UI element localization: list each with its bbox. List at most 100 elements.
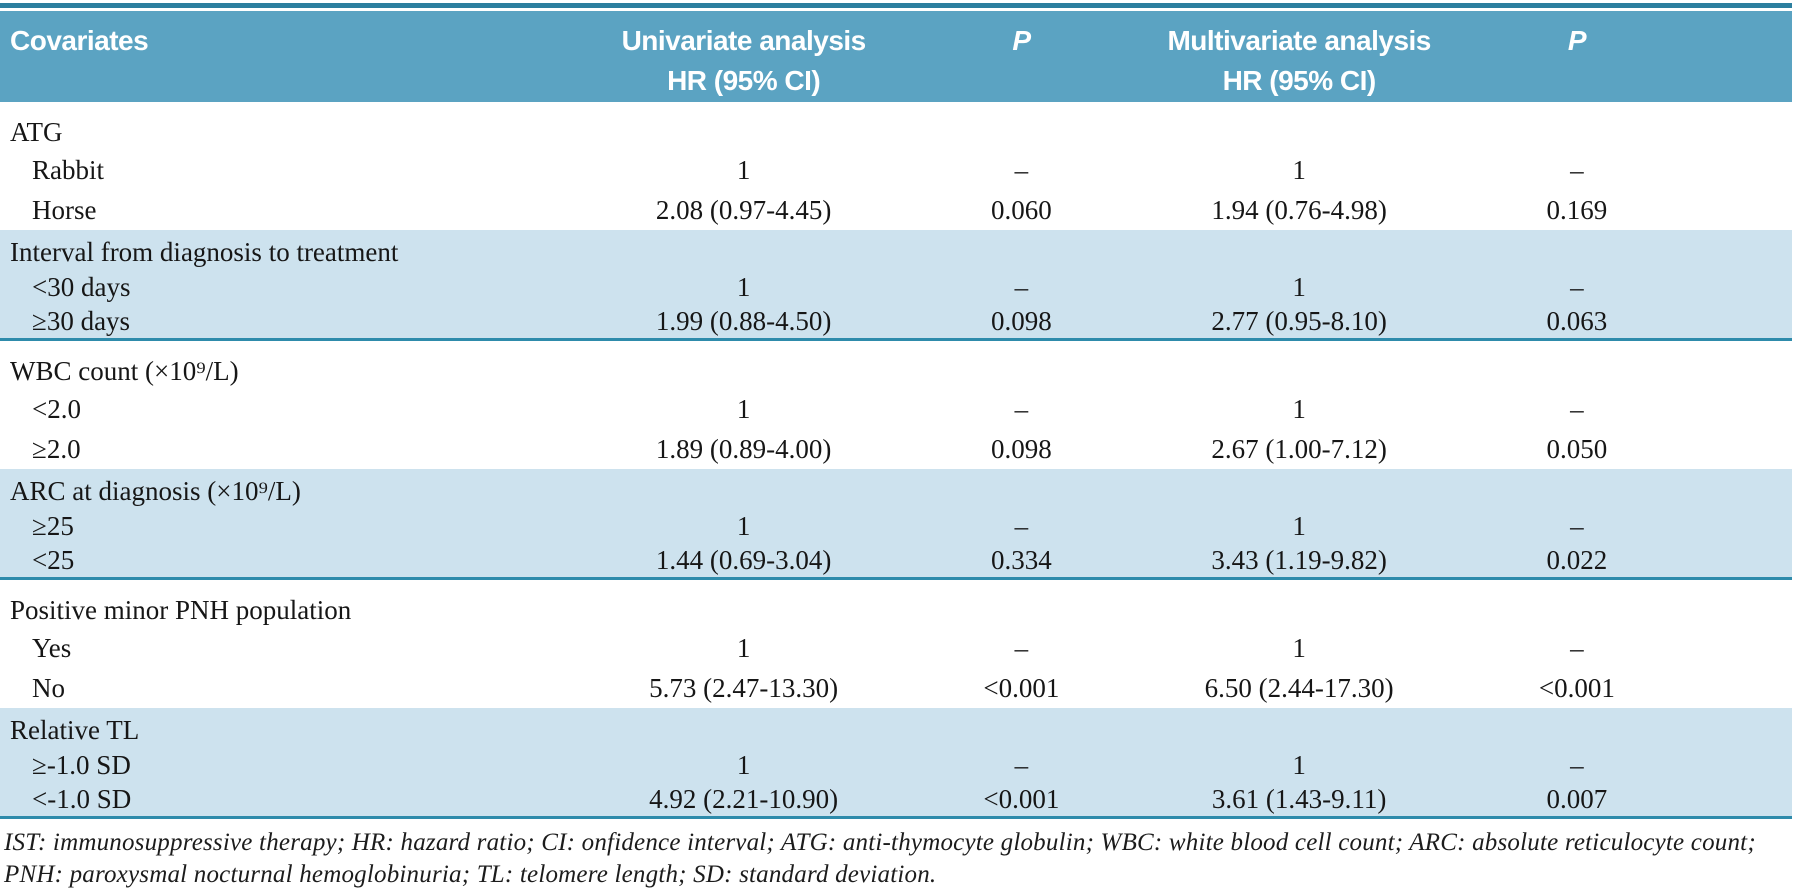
table-row: No 5.73 (2.47-13.30) <0.001 6.50 (2.44-17.3…	[0, 668, 1792, 708]
multivariate-hr-value: 1.94 (0.76-4.98)	[1211, 194, 1387, 225]
table-row: Yes 1 – 1 –	[0, 628, 1792, 668]
covariate-group-row: ATG	[0, 102, 1792, 150]
table-header: Covariates Univariate analysis HR (95% CI…	[0, 11, 1792, 102]
multivariate-hr-value: 1	[1111, 509, 1488, 543]
row-spacer	[1666, 270, 1792, 304]
table-footnote: IST: immunosuppressive therapy; HR: haza…	[4, 829, 1756, 888]
multivariate-hr-value: 1	[1292, 393, 1306, 424]
multivariate-hr-value: 2.77 (0.95-8.10)	[1111, 304, 1488, 341]
header-univariate: Univariate analysis HR (95% CI)	[555, 11, 932, 102]
multivariate-hr-value: 1	[1111, 748, 1488, 782]
row-label: Horse	[32, 194, 97, 225]
header-univariate-line1: Univariate analysis	[621, 25, 867, 56]
row-label: ≥2.0	[32, 433, 81, 464]
row-spacer	[1667, 190, 1792, 230]
header-p-univariate: P	[931, 11, 1112, 102]
covariate-group-row: Relative TL	[0, 708, 1792, 748]
header-p-multivariate: P	[1487, 11, 1667, 102]
table-row: <30 days 1–1–	[0, 270, 1792, 304]
table-row: <2.0 1 – 1 –	[0, 389, 1792, 429]
covariate-group-label: Relative TL	[0, 708, 1792, 748]
multivariate-p-value: <0.001	[1538, 672, 1615, 703]
header-univariate-line2: HR (95% CI)	[667, 65, 821, 96]
covariate-group-row: Positive minor PNH population	[0, 579, 1792, 629]
multivariate-hr-value: 6.50 (2.44-17.30)	[1204, 672, 1394, 703]
multivariate-p-value: –	[1487, 270, 1667, 304]
multivariate-p-value: –	[1570, 154, 1584, 185]
multivariate-hr-value: 1	[1292, 632, 1306, 663]
row-spacer	[1666, 304, 1792, 341]
univariate-hr-value: 1.44 (0.69-3.04)	[555, 543, 932, 580]
univariate-p-value: 0.098	[991, 433, 1052, 464]
univariate-hr-value: 1	[736, 393, 751, 424]
row-label: Yes	[32, 632, 72, 663]
row-spacer	[1667, 429, 1792, 469]
multivariate-hr-value: 2.67 (1.00-7.12)	[1211, 433, 1387, 464]
covariate-group-row: ARC at diagnosis (×10⁹/L)	[0, 469, 1792, 509]
covariate-group-label: WBC count (×10⁹/L)	[10, 356, 239, 386]
univariate-hr-value: 1.89 (0.89-4.00)	[655, 433, 832, 464]
table-row: Rabbit 1 – 1 –	[0, 150, 1792, 190]
row-spacer	[1667, 668, 1792, 708]
table-row: Horse 2.08 (0.97-4.45) 0.060 1.94 (0.76-4.9…	[0, 190, 1792, 230]
univariate-p-value: –	[1014, 393, 1029, 424]
header-multivariate-line1: Multivariate analysis	[1167, 25, 1431, 56]
multivariate-hr-value: 3.43 (1.19-9.82)	[1111, 543, 1488, 580]
row-spacer	[1667, 150, 1792, 190]
univariate-p-value: –	[931, 748, 1112, 782]
univariate-hr-value: 4.92 (2.21-10.90)	[555, 782, 932, 819]
row-spacer	[1666, 748, 1792, 782]
table-row: ≥-1.0 SD 1–1–	[0, 748, 1792, 782]
row-label: No	[32, 672, 65, 703]
row-spacer	[1666, 782, 1792, 819]
table-body: ATG Rabbit 1–1– Horse 2.08 (0.97-4.45) 0.060 1…	[0, 102, 1792, 819]
univariate-p-value: 0.098	[931, 304, 1112, 341]
univariate-hr-value: 1	[555, 748, 932, 782]
covariate-group-label: ATG	[10, 117, 63, 147]
multivariate-p-value: 0.022	[1487, 543, 1667, 580]
covariate-group-label: Interval from diagnosis to treatment	[0, 230, 1792, 270]
covariate-group-label: Positive minor PNH population	[10, 595, 352, 625]
multivariate-p-value: –	[1487, 509, 1667, 543]
table-row: ≥30 days 1.99 (0.88-4.50) 0.098 2.77 (0.95-…	[0, 304, 1792, 341]
univariate-hr-value: 1.99 (0.88-4.50)	[555, 304, 932, 341]
row-spacer	[1667, 389, 1792, 429]
univariate-p-value: –	[1014, 632, 1029, 663]
multivariate-p-value: 0.063	[1487, 304, 1667, 341]
multivariate-p-value: –	[1570, 632, 1584, 663]
univariate-hr-value: 5.73 (2.47-13.30)	[649, 672, 839, 703]
row-label: ≥25	[0, 509, 556, 543]
univariate-hr-value: 1	[555, 270, 932, 304]
row-label: <2.0	[32, 393, 81, 424]
header-multivariate-line2: HR (95% CI)	[1222, 65, 1377, 96]
top-rule	[0, 3, 1792, 8]
multivariate-hr-value: 1	[1111, 270, 1488, 304]
row-label: ≥30 days	[0, 304, 556, 341]
univariate-hr-value: 1	[736, 632, 751, 663]
row-spacer	[1666, 543, 1792, 580]
header-spacer	[1666, 11, 1792, 102]
header-covariates: Covariates	[0, 11, 556, 102]
covariate-group-row: Interval from diagnosis to treatment	[0, 230, 1792, 270]
row-label: Rabbit	[32, 154, 104, 185]
table-row: <-1.0 SD 4.92 (2.21-10.90) <0.001 3.61 (1.4…	[0, 782, 1792, 819]
multivariate-p-value: –	[1487, 748, 1667, 782]
univariate-p-value: 0.334	[931, 543, 1112, 580]
row-label: ≥-1.0 SD	[0, 748, 556, 782]
univariate-p-value: 0.060	[991, 194, 1052, 225]
row-label: <25	[0, 543, 556, 580]
header-row: Covariates Univariate analysis HR (95% CI…	[0, 11, 1792, 102]
univariate-p-value: <0.001	[931, 782, 1112, 819]
cox-regression-table: Covariates Univariate analysis HR (95% CI…	[0, 11, 1792, 819]
multivariate-p-value: 0.050	[1546, 433, 1608, 464]
univariate-p-value: –	[931, 270, 1112, 304]
univariate-p-value: <0.001	[983, 672, 1060, 703]
multivariate-p-value: 0.169	[1546, 194, 1608, 225]
row-label: <-1.0 SD	[0, 782, 556, 819]
univariate-hr-value: 2.08 (0.97-4.45)	[655, 194, 832, 225]
table-row: <25 1.44 (0.69-3.04) 0.334 3.43 (1.19-9.82)…	[0, 543, 1792, 580]
univariate-p-value: –	[931, 509, 1112, 543]
univariate-p-value: –	[1014, 154, 1029, 185]
row-spacer	[1667, 628, 1792, 668]
paper-table-figure: Covariates Univariate analysis HR (95% CI…	[0, 3, 1800, 891]
